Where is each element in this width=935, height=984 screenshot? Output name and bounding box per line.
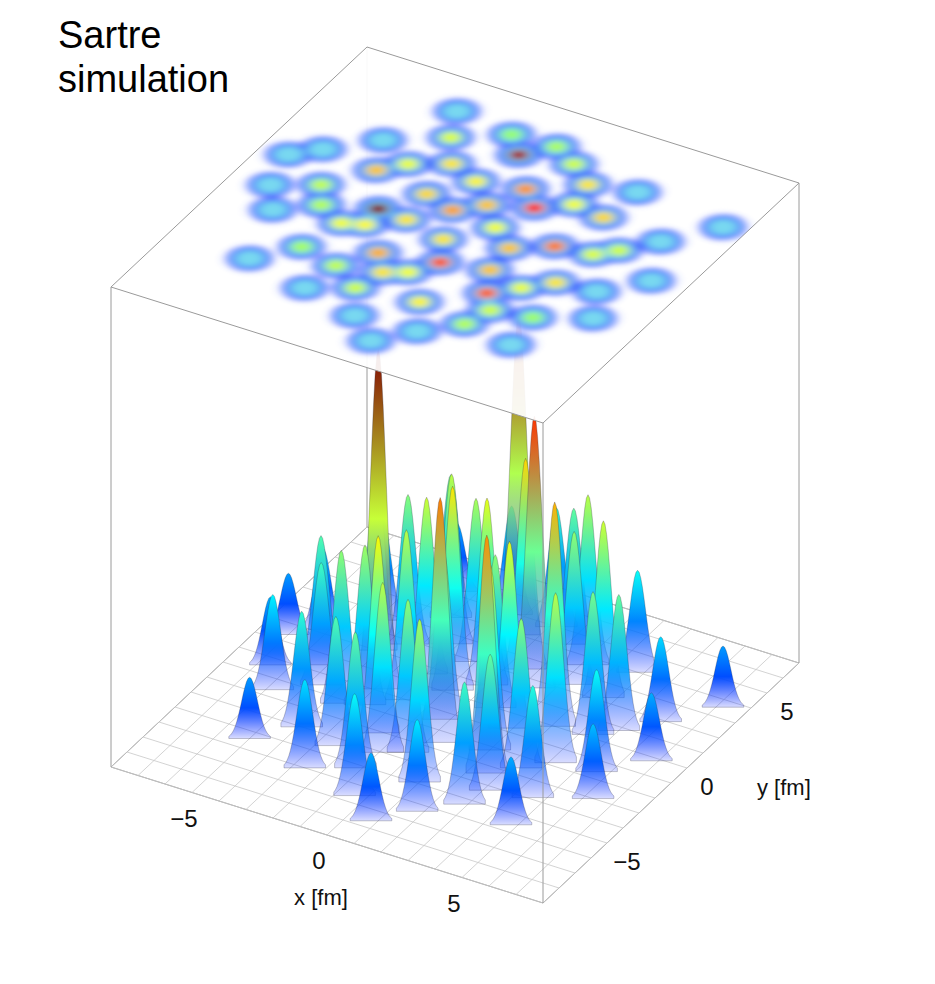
svg-text:0: 0	[700, 773, 713, 800]
svg-text:−5: −5	[613, 848, 640, 875]
svg-text:x [fm]: x [fm]	[294, 885, 348, 910]
svg-text:−5: −5	[170, 805, 197, 832]
svg-text:0: 0	[312, 847, 325, 874]
svg-text:y [fm]: y [fm]	[757, 775, 811, 800]
svg-text:5: 5	[780, 698, 793, 725]
svg-text:Sartresimulation: Sartresimulation	[58, 14, 229, 100]
svg-text:5: 5	[447, 890, 460, 917]
